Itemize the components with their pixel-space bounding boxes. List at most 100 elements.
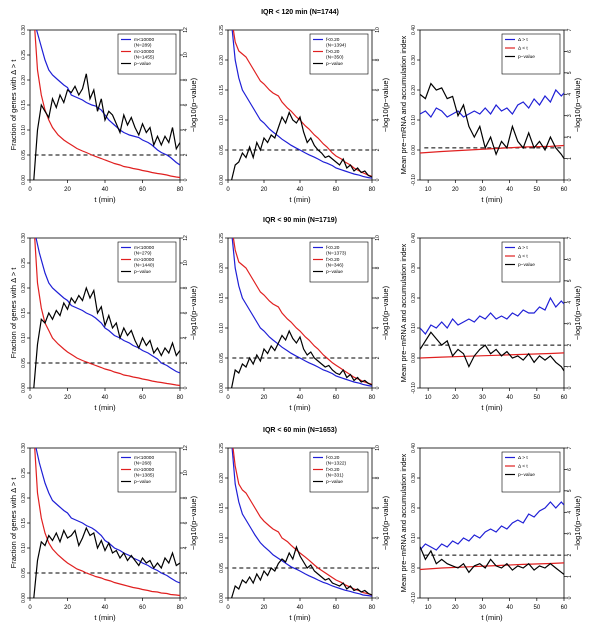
panel: 0 20 40 60 80t (min)0.000.050.100.150.200.25… <box>219 443 390 622</box>
legend-sublabel: (N=1322) <box>326 461 347 467</box>
x-axis-label: t (min) <box>481 613 503 622</box>
legend-label: p−value <box>134 269 151 275</box>
x-tick-label: 0 <box>226 187 230 193</box>
legend-label: m>10000 <box>134 257 154 263</box>
y2-axis-label: −log10(p−value) <box>381 495 390 550</box>
y-tick-label: 0.25 <box>219 443 225 453</box>
y2-tick-label: 4 <box>183 336 189 339</box>
legend-box <box>309 451 369 493</box>
panel: 0 20 40 60 80t (min)0.000.050.100.150.200.25… <box>9 25 198 204</box>
y-tick-label: 0.30 <box>21 25 27 35</box>
y-tick-label: 0.40 <box>411 443 417 453</box>
y-tick-label: 0.20 <box>21 493 27 503</box>
x-tick-label: 60 <box>139 605 146 611</box>
y-tick-label: 0.20 <box>219 473 225 483</box>
plot-area <box>33 238 180 388</box>
panel: 0 20 40 60 80t (min)0.000.050.100.150.200.25… <box>9 443 198 622</box>
legend-sublabel: (N=1455) <box>134 55 155 61</box>
y2-tick-label: 10 <box>183 52 189 58</box>
series-line-red <box>34 448 180 597</box>
legend-sublabel: (N=346) <box>326 263 344 269</box>
legend-box <box>501 241 561 283</box>
plot-area <box>33 448 180 598</box>
legend-label: Δ < t <box>518 464 528 470</box>
legend-label: m<10000 <box>134 37 154 43</box>
y2-tick-label: 10 <box>375 445 381 451</box>
legend-box <box>501 33 561 75</box>
y2-axis-label: −log10(p−value) <box>189 77 198 132</box>
y2-tick-label: 10 <box>183 470 189 476</box>
y-tick-label: 0.00 <box>219 593 225 603</box>
x-tick-label: 50 <box>533 187 540 193</box>
legend: f<0.20(N=1373)f>0.20(N=346)p−value <box>309 241 369 283</box>
x-tick-label: 20 <box>452 605 459 611</box>
y-axis-label: Fraction of genes with Δ > t <box>9 59 18 151</box>
series-line-blue <box>35 238 180 374</box>
y-tick-label: 0.10 <box>411 533 417 543</box>
panel: 10 20 30 40 50 60t (min)-0.100.000.100.200.30… <box>399 233 582 412</box>
y2-tick-label: 2 <box>183 571 189 574</box>
y2-tick-label: 10 <box>183 260 189 266</box>
y2-tick-label: 12 <box>183 445 189 451</box>
legend-label: f>0.20 <box>326 257 340 263</box>
x-tick-label: 60 <box>139 395 146 401</box>
legend-label: f<0.20 <box>326 455 340 461</box>
y-tick-label: 0.00 <box>21 593 27 603</box>
y2-tick-label: 7 <box>567 446 573 449</box>
y-tick-label: 0.15 <box>21 308 27 318</box>
y-tick-label: 0.15 <box>219 503 225 513</box>
y2-tick-label: 0 <box>375 386 381 389</box>
legend-label: p−value <box>518 262 535 268</box>
series-line-blue <box>231 448 372 597</box>
series-line-black <box>420 331 564 372</box>
y2-tick-label: 3 <box>567 322 573 325</box>
y2-tick-label: 8 <box>375 266 381 269</box>
y2-tick-label: 0 <box>567 596 573 599</box>
y-tick-label: 0.30 <box>21 233 27 243</box>
y2-tick-label: 4 <box>183 546 189 549</box>
series-line-black <box>33 73 180 180</box>
y2-tick-label: 0 <box>183 386 189 389</box>
y2-tick-label: 2 <box>375 356 381 359</box>
y2-tick-label: 2 <box>375 566 381 569</box>
x-tick-label: 40 <box>506 395 513 401</box>
panel: 10 20 30 40 50 60t (min)-0.100.000.100.200.30… <box>399 25 582 204</box>
legend-label: Δ < t <box>518 46 528 52</box>
x-tick-label: 40 <box>297 395 304 401</box>
y2-tick-label: 8 <box>183 286 189 289</box>
y2-tick-label: 2 <box>567 344 573 347</box>
y2-axis-label: −log10(p−value) <box>381 77 390 132</box>
y-tick-label: 0.30 <box>21 443 27 453</box>
y-tick-label: 0.05 <box>21 150 27 160</box>
series-line-blue <box>420 501 564 551</box>
y2-tick-label: 7 <box>567 28 573 31</box>
series-line-black <box>420 546 564 575</box>
y2-tick-label: 4 <box>567 301 573 304</box>
y2-tick-label: 4 <box>567 93 573 96</box>
y-tick-label: 0.05 <box>219 353 225 363</box>
y-tick-label: -0.10 <box>411 592 417 604</box>
x-tick-label: 30 <box>479 187 486 193</box>
panel: 0 20 40 60 80t (min)0.000.050.100.150.200.25… <box>9 233 198 412</box>
x-tick-label: 40 <box>297 187 304 193</box>
legend-box <box>117 241 177 283</box>
y-tick-label: 0.00 <box>21 383 27 393</box>
y-tick-label: 0.20 <box>219 263 225 273</box>
y-tick-label: 0.20 <box>411 293 417 303</box>
row-title: IQR < 60 min (N=1653) <box>263 427 337 434</box>
y-tick-label: 0.30 <box>411 55 417 65</box>
x-tick-label: 60 <box>561 395 568 401</box>
y2-axis-label: −log10(p−value) <box>189 495 198 550</box>
series-line-black <box>420 82 564 159</box>
y2-tick-label: 6 <box>183 311 189 314</box>
y2-tick-label: 0 <box>375 596 381 599</box>
x-axis-label: t (min) <box>289 613 311 622</box>
legend-label: m>10000 <box>134 467 154 473</box>
plot-frame <box>419 237 565 389</box>
y-tick-label: 0.05 <box>21 358 27 368</box>
x-tick-label: 20 <box>64 605 71 611</box>
plot-area <box>420 82 564 159</box>
legend-label: Δ > t <box>518 455 528 461</box>
series-line-blue <box>420 88 564 118</box>
legend-label: f<0.20 <box>326 37 340 43</box>
